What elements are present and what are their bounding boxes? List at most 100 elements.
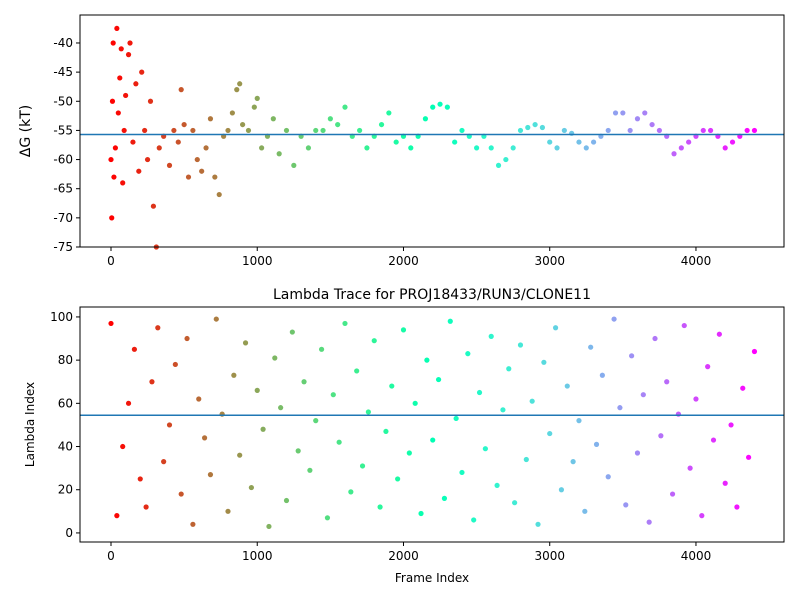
point xyxy=(342,104,348,110)
point xyxy=(178,87,184,93)
point xyxy=(120,443,126,450)
point xyxy=(634,450,641,456)
point xyxy=(386,110,392,116)
point xyxy=(245,127,252,134)
point xyxy=(656,127,663,134)
point xyxy=(605,127,611,134)
point xyxy=(231,372,237,378)
point xyxy=(194,156,200,163)
point xyxy=(117,75,123,81)
point xyxy=(336,439,342,445)
point xyxy=(240,121,246,128)
point xyxy=(671,151,677,157)
point xyxy=(254,387,260,393)
point xyxy=(166,422,173,428)
point xyxy=(395,476,401,482)
point xyxy=(108,156,114,163)
point xyxy=(108,320,114,327)
point xyxy=(149,379,155,385)
point xyxy=(471,517,477,523)
point xyxy=(482,446,488,452)
point xyxy=(722,480,728,486)
x-tick-label: 0 xyxy=(107,254,115,268)
point xyxy=(552,325,559,331)
point xyxy=(583,145,589,151)
point xyxy=(133,81,139,87)
point xyxy=(207,472,214,478)
x-tick-label: 3000 xyxy=(534,254,565,268)
point xyxy=(751,127,758,134)
point xyxy=(127,40,133,46)
point xyxy=(324,515,331,521)
point xyxy=(558,487,565,493)
point xyxy=(114,25,120,32)
point xyxy=(305,145,312,151)
point xyxy=(728,422,734,428)
point xyxy=(681,322,687,329)
point xyxy=(444,104,450,110)
y-tick-label: 60 xyxy=(58,396,73,410)
point xyxy=(178,491,184,497)
point xyxy=(242,340,249,346)
point xyxy=(646,519,652,525)
point xyxy=(364,145,370,151)
point xyxy=(517,342,524,348)
point xyxy=(649,121,655,128)
point xyxy=(687,465,693,471)
y-axis-label: ΔG (kT) xyxy=(18,105,34,157)
point xyxy=(136,168,142,174)
point xyxy=(494,482,500,489)
point xyxy=(342,320,348,327)
y-tick-label: -75 xyxy=(53,240,73,254)
point xyxy=(237,81,243,87)
point xyxy=(139,69,145,75)
point xyxy=(259,145,265,151)
y-tick-label: -65 xyxy=(53,182,73,196)
point xyxy=(453,415,459,422)
point xyxy=(629,353,635,359)
point xyxy=(535,521,541,527)
point xyxy=(751,348,758,355)
point xyxy=(172,361,178,368)
x-tick-label: 0 xyxy=(107,549,115,563)
point xyxy=(330,392,336,398)
point xyxy=(495,162,502,168)
point xyxy=(184,335,190,342)
point xyxy=(532,121,538,128)
y-tick-label: -55 xyxy=(53,123,73,137)
point xyxy=(564,383,570,389)
point xyxy=(150,203,157,209)
point xyxy=(669,491,676,497)
point xyxy=(190,127,196,134)
point xyxy=(365,409,371,415)
point xyxy=(441,495,448,501)
point xyxy=(488,145,494,151)
point xyxy=(207,116,214,122)
point xyxy=(225,127,231,134)
point xyxy=(114,513,120,519)
point xyxy=(393,139,399,145)
point xyxy=(400,327,407,333)
point xyxy=(547,139,553,145)
point xyxy=(605,474,611,480)
point xyxy=(744,127,750,134)
point xyxy=(254,95,260,101)
point xyxy=(517,127,524,134)
point xyxy=(503,156,509,163)
point xyxy=(357,127,363,134)
point xyxy=(378,121,385,128)
point xyxy=(266,523,272,530)
point xyxy=(190,521,196,527)
point xyxy=(412,400,418,406)
point xyxy=(408,145,414,151)
x-tick-label: 2000 xyxy=(388,254,419,268)
point xyxy=(175,139,181,145)
y-tick-label: -70 xyxy=(53,211,73,225)
point xyxy=(237,452,243,458)
point xyxy=(166,162,173,168)
point xyxy=(120,180,126,186)
point xyxy=(424,357,430,363)
y-tick-label: 80 xyxy=(58,353,73,367)
point xyxy=(348,489,354,495)
point xyxy=(234,87,240,93)
